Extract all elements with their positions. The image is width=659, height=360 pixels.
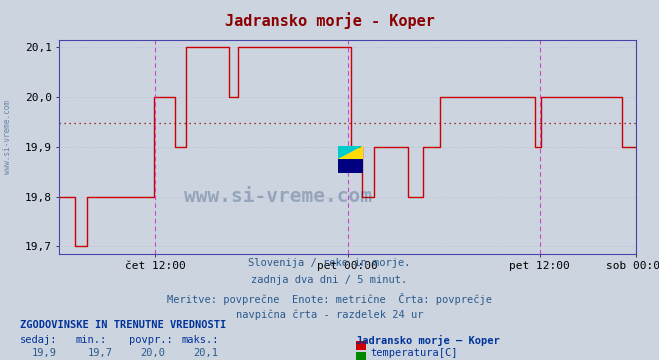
Text: povpr.:: povpr.: — [129, 335, 172, 345]
Text: temperatura[C]: temperatura[C] — [370, 348, 458, 359]
Text: zadnja dva dni / 5 minut.: zadnja dva dni / 5 minut. — [251, 275, 408, 285]
Text: sedaj:: sedaj: — [20, 335, 57, 345]
Text: 19,9: 19,9 — [32, 348, 57, 359]
Text: min.:: min.: — [76, 335, 107, 345]
Polygon shape — [338, 159, 363, 173]
Text: Meritve: povprečne  Enote: metrične  Črta: povprečje: Meritve: povprečne Enote: metrične Črta:… — [167, 293, 492, 305]
Text: navpična črta - razdelek 24 ur: navpična črta - razdelek 24 ur — [236, 310, 423, 320]
Text: maks.:: maks.: — [181, 335, 219, 345]
Text: Jadransko morje - Koper: Jadransko morje - Koper — [225, 13, 434, 30]
Text: www.si-vreme.com: www.si-vreme.com — [185, 187, 372, 206]
Text: ZGODOVINSKE IN TRENUTNE VREDNOSTI: ZGODOVINSKE IN TRENUTNE VREDNOSTI — [20, 320, 226, 330]
Text: www.si-vreme.com: www.si-vreme.com — [3, 100, 13, 174]
Polygon shape — [338, 146, 363, 159]
Text: Slovenija / reke in morje.: Slovenija / reke in morje. — [248, 258, 411, 268]
Text: Jadransko morje – Koper: Jadransko morje – Koper — [356, 335, 500, 346]
Text: 19,7: 19,7 — [88, 348, 113, 359]
Text: 20,0: 20,0 — [140, 348, 165, 359]
Polygon shape — [338, 146, 363, 159]
Text: 20,1: 20,1 — [193, 348, 218, 359]
